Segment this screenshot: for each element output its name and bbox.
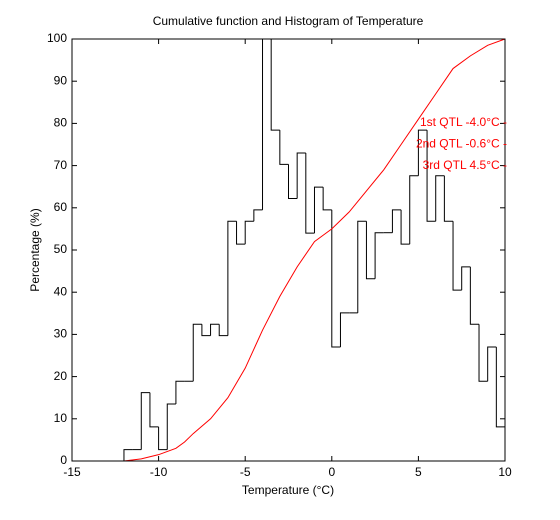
histogram-bin <box>288 164 298 200</box>
histogram-bin <box>478 324 488 382</box>
annotation: 3rd QTL 4.5°C - <box>423 158 507 172</box>
histogram-bin <box>192 323 202 382</box>
x-tick-label: -5 <box>240 465 251 479</box>
histogram-bin <box>391 209 402 233</box>
histogram-bin <box>236 221 246 245</box>
x-tick-label: 0 <box>328 465 335 479</box>
histogram-bin <box>227 220 237 336</box>
histogram-bin <box>244 220 254 245</box>
y-axis-label: Percentage (%) <box>28 208 42 291</box>
histogram-bin <box>158 426 168 451</box>
histogram-bin <box>452 221 462 291</box>
y-tick-label: 60 <box>54 200 68 214</box>
histogram-bin <box>426 130 436 222</box>
y-tick-label: 0 <box>60 453 67 467</box>
x-axis-label: Temperature (°C) <box>242 483 334 497</box>
histogram-bin <box>270 39 280 131</box>
histogram-bin <box>443 175 454 222</box>
histogram-bin <box>487 346 497 382</box>
y-tick-label: 100 <box>47 31 67 45</box>
histogram-bin <box>279 130 289 165</box>
histogram-bin <box>357 220 367 313</box>
histogram-bin <box>322 187 332 211</box>
y-tick-label: 10 <box>54 411 68 425</box>
histogram-bin <box>339 312 350 348</box>
y-tick-label: 20 <box>54 369 68 383</box>
y-tick-label: 90 <box>54 73 68 87</box>
histogram-bin <box>210 323 220 336</box>
histogram-bin <box>400 209 410 245</box>
x-tick-label: -10 <box>150 465 168 479</box>
chart-title: Cumulative function and Histogram of Tem… <box>153 14 424 28</box>
histogram-bin <box>123 449 133 461</box>
histogram-bin <box>253 209 263 222</box>
y-tick-label: 70 <box>54 158 68 172</box>
cumulative-line <box>123 38 506 462</box>
histogram-bin <box>417 129 428 176</box>
y-tick-label: 30 <box>54 327 68 341</box>
histogram-bin <box>166 403 176 450</box>
x-tick-label: 5 <box>415 465 422 479</box>
plot-frame <box>71 38 506 462</box>
histogram-bin <box>461 266 471 291</box>
histogram-bin <box>409 175 419 245</box>
annotation: 1st QTL -4.0°C - <box>420 115 507 129</box>
histogram-bin <box>140 392 150 450</box>
histogram-bin <box>313 186 324 234</box>
histogram-bin <box>149 392 159 428</box>
y-tick-label: 80 <box>54 116 68 130</box>
y-tick-label: 50 <box>54 242 68 256</box>
histogram-bin <box>435 175 445 222</box>
histogram-bin <box>305 152 315 234</box>
histogram-bin <box>218 324 228 337</box>
histogram-bin <box>331 209 341 348</box>
histogram-bin <box>175 380 185 405</box>
annotation: 2nd QTL -0.6°C - <box>416 137 507 151</box>
histogram-bin <box>296 152 306 199</box>
histogram-bin <box>374 232 384 279</box>
y-tick-label: 40 <box>54 284 68 298</box>
x-tick-label: 10 <box>498 465 512 479</box>
histogram-bin <box>469 266 480 325</box>
histogram-bin <box>201 324 211 337</box>
x-tick-label: -15 <box>63 465 81 479</box>
histogram-bin <box>365 221 376 280</box>
